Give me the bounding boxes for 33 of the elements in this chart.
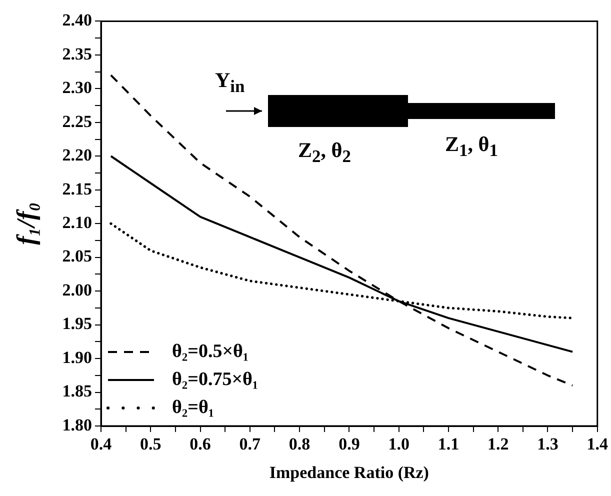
y-tick-label: 2.00 xyxy=(62,280,92,300)
y-tick-label: 2.15 xyxy=(62,179,92,198)
legend-label: θ₂=0.5×θ₁ xyxy=(172,341,249,363)
x-tick-label: 1.1 xyxy=(438,434,460,454)
x-tick-label: 1.2 xyxy=(487,434,509,454)
y-tick-label: 2.20 xyxy=(62,146,92,165)
legend-label: θ₂=0.75×θ₁ xyxy=(172,369,258,391)
y-tick-label: 1.85 xyxy=(62,382,92,401)
y-tick-label: 1.90 xyxy=(62,348,92,367)
x-tick-label: 0.4 xyxy=(90,434,112,454)
x-tick-label: 1.4 xyxy=(586,434,608,454)
line-series xyxy=(110,74,574,387)
y-tick-label: 1.80 xyxy=(62,415,92,434)
x-tick-label: 0.8 xyxy=(288,434,310,454)
y-tick-label: 2.30 xyxy=(62,78,92,98)
x-tick-label: 0.7 xyxy=(239,434,262,454)
legend-label: θ₂=θ₁ xyxy=(172,397,214,419)
y-tick-label: 2.10 xyxy=(62,212,92,232)
y-tick-label: 2.25 xyxy=(62,112,92,131)
x-tick-label: 0.9 xyxy=(338,434,360,454)
annotation: Y$_{in}$ xyxy=(215,68,245,98)
y-tick-label: 2.05 xyxy=(62,246,92,266)
x-tick-label: 1.3 xyxy=(537,434,558,454)
annotation: Z$_{2}$, θ$_{2}$ xyxy=(298,138,351,168)
y-tick-label: 1.95 xyxy=(62,314,92,334)
x-axis-title: Impedance Ratio (Rz) xyxy=(269,463,429,482)
x-tick-label: 1.0 xyxy=(388,434,410,454)
y-tick-label: 2.40 xyxy=(62,10,92,30)
x-tick-label: 0.6 xyxy=(190,434,211,454)
y-tick-label: 2.35 xyxy=(62,44,92,64)
annotation: Z$_{1}$, θ$_{1}$ xyxy=(445,132,498,162)
x-tick-label: 0.5 xyxy=(140,434,162,454)
y-axis-title: f₁/f₀ xyxy=(11,202,40,245)
